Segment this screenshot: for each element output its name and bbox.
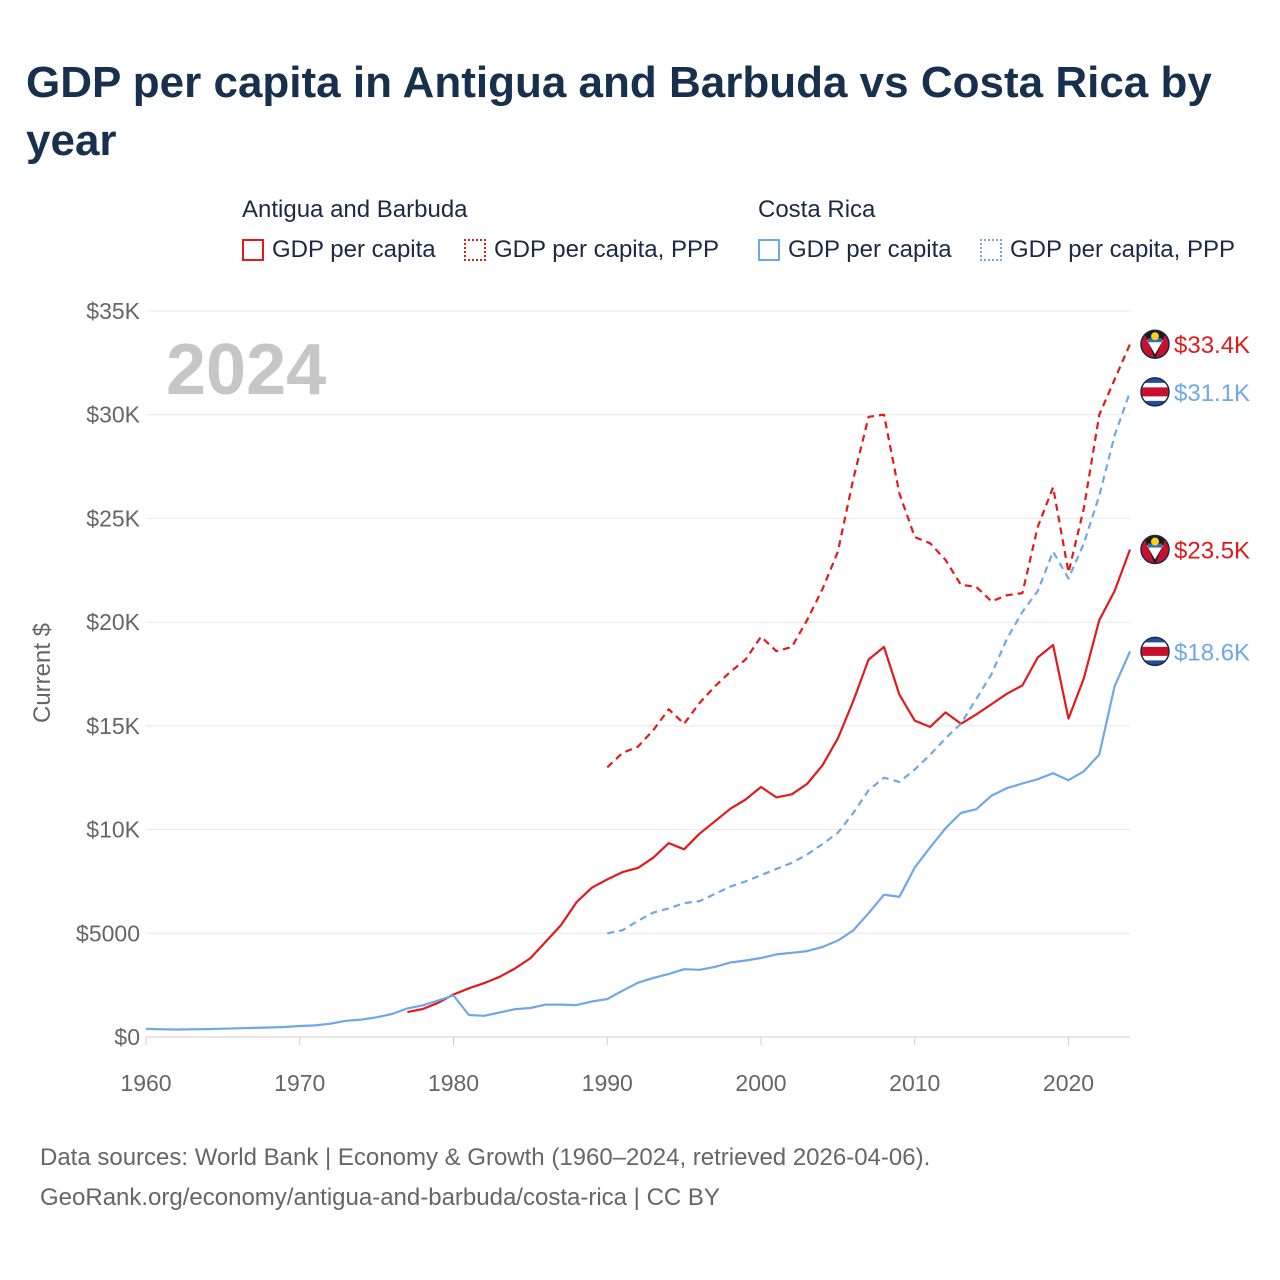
- x-tick-label: 2000: [735, 1070, 786, 1096]
- y-tick-label: $5000: [76, 920, 140, 946]
- x-tick-label: 1970: [274, 1070, 325, 1096]
- solid-line-swatch-icon: [758, 239, 780, 261]
- solid-line-swatch-icon: [242, 239, 264, 261]
- end-value-label-atg-gdp: $23.5K: [1174, 538, 1250, 565]
- x-tick-label: 2010: [889, 1070, 940, 1096]
- dotted-line-swatch-icon: [464, 239, 486, 261]
- end-markers: $23.5K $33.4K $18.6K $31.1K: [1140, 329, 1250, 666]
- legend-item-costa-rica-gdp[interactable]: GDP per capita: [758, 236, 952, 264]
- series-line-atg-ppp: [606, 343, 1132, 769]
- legend-item-label: GDP per capita, PPP: [494, 236, 719, 263]
- footer: Data sources: World Bank | Economy & Gro…: [40, 1138, 930, 1218]
- y-tick-label: $0: [114, 1024, 140, 1050]
- costa-rica-flag-icon: [1140, 377, 1170, 407]
- series-lines: [145, 343, 1132, 1031]
- legend-item-label: GDP per capita: [788, 236, 952, 263]
- x-tick-label: 1990: [582, 1070, 633, 1096]
- antigua-and-barbuda-flag-icon: [1140, 534, 1170, 565]
- gridlines: [146, 310, 1130, 1038]
- dotted-line-swatch-icon: [980, 239, 1002, 261]
- legend-item-label: GDP per capita, PPP: [1010, 236, 1235, 263]
- y-axis: $0 $5000 $10K $15K $20K $25K $30K $35K: [76, 298, 141, 1050]
- data-source-note: Data sources: World Bank | Economy & Gro…: [40, 1144, 931, 1171]
- series-line-atg-gdp: [407, 549, 1132, 1014]
- end-value-label-cri-ppp: $31.1K: [1174, 380, 1250, 407]
- x-tick-label: 1960: [120, 1070, 171, 1096]
- y-tick-label: $15K: [86, 713, 140, 739]
- x-tick-label: 2020: [1043, 1070, 1094, 1096]
- legend-group-name: Antigua and Barbuda: [242, 196, 468, 223]
- source-url: GeoRank.org/economy/antigua-and-barbuda/…: [40, 1184, 720, 1211]
- costa-rica-flag-icon: [1140, 636, 1170, 667]
- x-tick-label: 1980: [428, 1070, 479, 1096]
- chart-title: GDP per capita in Antigua and Barbuda vs…: [26, 58, 1212, 165]
- y-tick-label: $25K: [86, 505, 140, 531]
- end-value-label-atg-ppp: $33.4K: [1174, 332, 1250, 359]
- legend-item-antigua-ppp[interactable]: GDP per capita, PPP: [464, 236, 719, 264]
- legend-group-name: Costa Rica: [758, 196, 876, 223]
- y-tick-label: $10K: [86, 817, 140, 843]
- legend-item-label: GDP per capita: [272, 236, 436, 263]
- end-value-label-cri-gdp: $18.6K: [1174, 639, 1250, 666]
- y-tick-label: $20K: [86, 609, 140, 635]
- legend-item-costa-rica-ppp[interactable]: GDP per capita, PPP: [980, 236, 1235, 264]
- y-tick-label: $35K: [86, 298, 140, 324]
- series-line-cri-gdp: [145, 650, 1132, 1031]
- antigua-and-barbuda-flag-icon: [1140, 329, 1170, 359]
- x-axis: 1960 1970 1980 1990 2000 2010 2020: [120, 1037, 1094, 1096]
- y-axis-label: Current $: [29, 623, 56, 723]
- y-tick-label: $30K: [86, 402, 140, 428]
- year-watermark: 2024: [166, 330, 326, 410]
- legend-item-antigua-gdp[interactable]: GDP per capita: [242, 236, 436, 264]
- series-line-cri-ppp: [607, 391, 1132, 935]
